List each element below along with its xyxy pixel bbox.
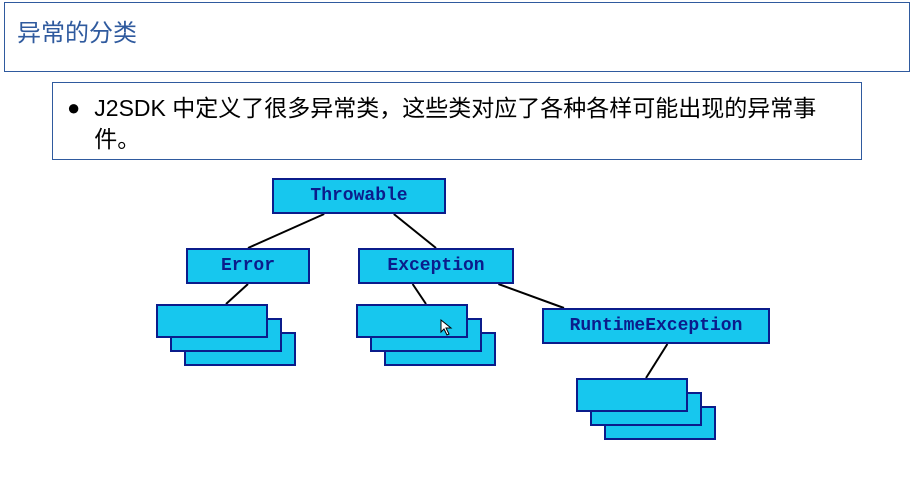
hierarchy-diagram: Throwable Error Exception RuntimeException	[0, 168, 914, 500]
title-text: 异常的分类	[17, 20, 137, 47]
page-root: { "canvas": { "width": 914, "height": 50…	[0, 0, 914, 500]
bullet-marker: ●	[67, 95, 80, 149]
title-box: 异常的分类	[4, 2, 910, 72]
node-exception: Exception	[358, 248, 514, 284]
bullet-text: J2SDK 中定义了很多异常类，这些类对应了各种各样可能出现的异常事件。	[94, 93, 847, 149]
stack-exception_kids-0	[356, 304, 468, 338]
stack-runtime_kids-0	[576, 378, 688, 412]
bullet-box: ● J2SDK 中定义了很多异常类，这些类对应了各种各样可能出现的异常事件。	[52, 82, 862, 160]
node-throwable: Throwable	[272, 178, 446, 214]
node-error: Error	[186, 248, 310, 284]
stack-error_kids-0	[156, 304, 268, 338]
node-runtime: RuntimeException	[542, 308, 770, 344]
